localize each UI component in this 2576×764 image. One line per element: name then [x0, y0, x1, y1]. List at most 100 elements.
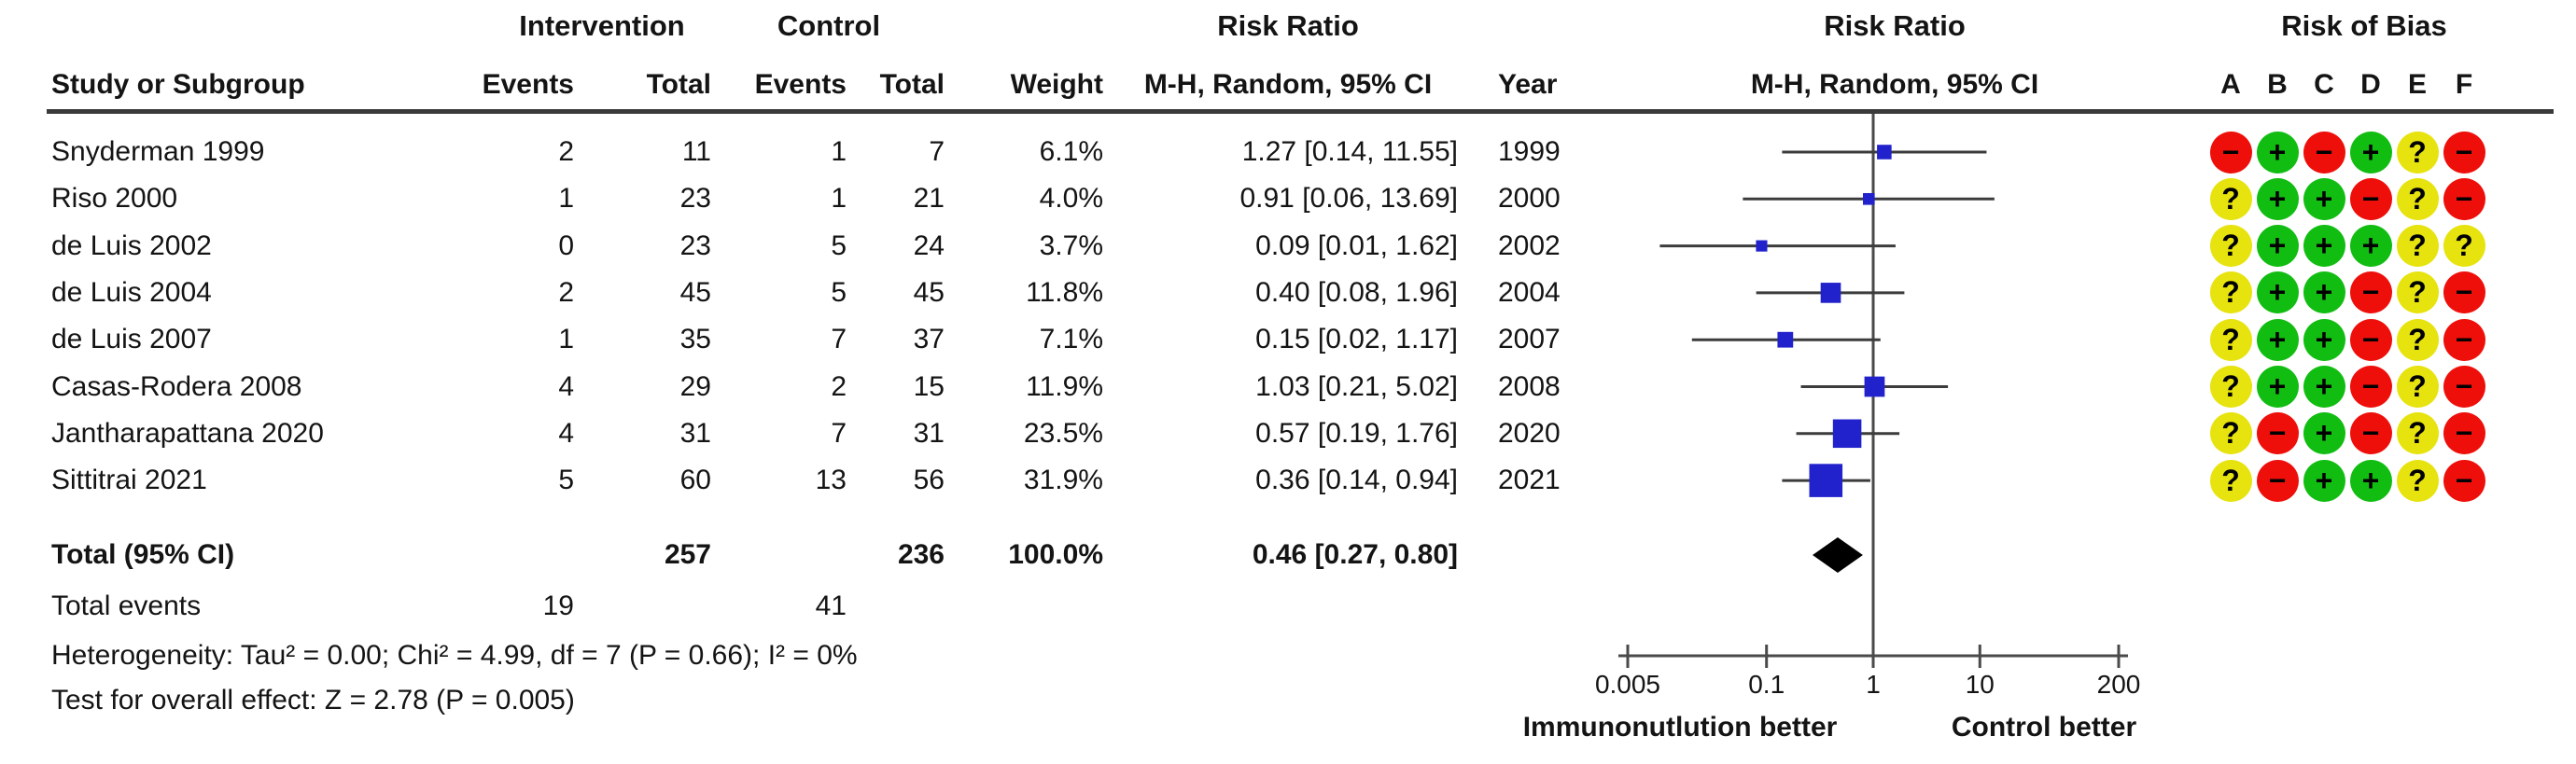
rob-minus-icon: − [2256, 412, 2299, 455]
study-name: Casas-Rodera 2008 [51, 370, 302, 402]
overall-effect-text: Test for overall effect: Z = 2.78 (P = 0… [51, 685, 575, 715]
total-rr-ci: 0.46 [0.27, 0.80] [1252, 539, 1458, 570]
group-header-risk-ratio-plot: Risk Ratio [1824, 9, 1966, 42]
weight: 7.1% [1039, 324, 1103, 355]
year: 2008 [1498, 370, 1561, 402]
rr-ci-text: 1.27 [0.14, 11.55] [1241, 136, 1458, 167]
axis-tick-label: 0.1 [1748, 670, 1785, 699]
total-intervention-total: 257 [664, 539, 711, 570]
study-name: de Luis 2007 [51, 324, 212, 355]
rob-plus-icon: + [2256, 131, 2299, 174]
axis-tick-label: 200 [2096, 670, 2141, 699]
study-name: Jantharapattana 2020 [51, 417, 324, 449]
total-weight: 100.0% [1008, 539, 1103, 570]
rob-plus-icon: + [2256, 366, 2299, 408]
rob-letter: F [2455, 69, 2473, 100]
rob-question-icon: ? [2443, 225, 2485, 268]
rob-question-icon: ? [2396, 318, 2439, 361]
intervention-events: 2 [558, 276, 574, 308]
effect-square [1877, 145, 1892, 160]
col-header-weight: Weight [1010, 69, 1103, 100]
intervention-total: 11 [681, 136, 711, 167]
rob-plus-icon: + [2303, 366, 2345, 408]
weight: 6.1% [1039, 136, 1103, 167]
study-name: de Luis 2004 [51, 276, 212, 308]
weight: 11.9% [1026, 370, 1103, 402]
control-total: 31 [913, 417, 945, 449]
total-row: Total (95% CI) 257 236 100.0% 0.46 [0.27… [0, 532, 2576, 578]
intervention-events: 1 [558, 324, 574, 355]
intervention-events: 4 [558, 370, 574, 402]
total-events-intervention: 19 [542, 590, 574, 621]
intervention-total: 29 [679, 370, 711, 402]
year: 2020 [1498, 417, 1561, 449]
control-events: 1 [831, 136, 847, 167]
study-row: Sittitrai 2021 5 60 13 56 31.9% 0.36 [0.14, 0.… [0, 457, 2576, 504]
rob-minus-icon: − [2443, 459, 2485, 502]
control-events: 7 [831, 417, 847, 449]
study-name: Sittitrai 2021 [51, 465, 207, 496]
rr-ci-text: 0.09 [0.01, 1.62] [1255, 229, 1458, 261]
rob-minus-icon: − [2256, 459, 2299, 502]
rob-question-icon: ? [2209, 412, 2252, 455]
study-row: Snyderman 1999 2 11 1 7 6.1% 1.27 [0.14, 11.55… [0, 129, 2576, 175]
rob-letter: D [2360, 69, 2381, 100]
study-row: Jantharapattana 2020 4 31 7 31 23.5% 0.57 [0.1… [0, 410, 2576, 457]
study-row: Riso 2000 1 23 1 21 4.0% 0.91 [0.06, 13.69] 200… [0, 175, 2576, 222]
total-events-label: Total events [51, 590, 202, 621]
overall-effect-row: Test for overall effect: Z = 2.78 (P = 0… [0, 677, 2576, 724]
rob-minus-icon: − [2443, 412, 2485, 455]
rob-plus-icon: + [2256, 318, 2299, 361]
col-header-year: Year [1498, 69, 1558, 100]
control-events: 13 [815, 465, 847, 496]
total-events-control: 41 [815, 590, 847, 621]
weight: 4.0% [1039, 183, 1103, 215]
col-header-control-events: Events [754, 69, 847, 100]
rr-ci-text: 0.36 [0.14, 0.94] [1255, 465, 1458, 496]
study-row: de Luis 2004 2 45 5 45 11.8% 0.40 [0.08, 1.96]… [0, 270, 2576, 316]
header-divider-line [47, 109, 2554, 114]
study-name: Riso 2000 [51, 183, 178, 215]
rr-ci-text: 0.57 [0.19, 1.76] [1255, 417, 1458, 449]
effect-square [1809, 464, 1843, 497]
total-diamond [1813, 537, 1863, 573]
rob-plus-icon: + [2303, 412, 2345, 455]
rr-ci-text: 1.03 [0.21, 5.02] [1255, 370, 1458, 402]
group-header-intervention: Intervention [519, 9, 685, 42]
control-events: 7 [831, 324, 847, 355]
col-header-control-total: Total [879, 69, 945, 100]
study-name: Snyderman 1999 [51, 136, 265, 167]
intervention-total: 35 [679, 324, 711, 355]
group-header-row: Intervention Control Risk Ratio Risk Rat… [0, 6, 2576, 47]
effect-square [1864, 376, 1885, 397]
rob-minus-icon: − [2349, 412, 2392, 455]
heterogeneity-row: Heterogeneity: Tau² = 0.00; Chi² = 4.99,… [0, 632, 2576, 679]
study-name: de Luis 2002 [51, 229, 212, 261]
effect-square [1820, 283, 1841, 303]
control-total: 15 [913, 370, 945, 402]
intervention-events: 1 [558, 183, 574, 215]
rob-plus-icon: + [2303, 177, 2345, 220]
rob-minus-icon: − [2349, 271, 2392, 314]
rob-minus-icon: − [2443, 318, 2485, 361]
rob-plus-icon: + [2303, 459, 2345, 502]
rr-ci-text: 0.15 [0.02, 1.17] [1255, 324, 1458, 355]
control-total: 37 [913, 324, 945, 355]
intervention-events: 5 [558, 465, 574, 496]
axis-tick-label: 10 [1965, 670, 1995, 699]
rob-plus-icon: + [2303, 225, 2345, 268]
rob-minus-icon: − [2443, 177, 2485, 220]
rob-letter: A [2220, 69, 2241, 100]
intervention-total: 23 [679, 183, 711, 215]
col-header-intervention-total: Total [646, 69, 711, 100]
rob-question-icon: ? [2396, 366, 2439, 408]
intervention-total: 23 [679, 229, 711, 261]
intervention-total: 45 [679, 276, 711, 308]
intervention-total: 60 [679, 465, 711, 496]
rob-question-icon: ? [2396, 131, 2439, 174]
year: 2007 [1498, 324, 1561, 355]
rob-minus-icon: − [2443, 131, 2485, 174]
rob-question-icon: ? [2396, 177, 2439, 220]
